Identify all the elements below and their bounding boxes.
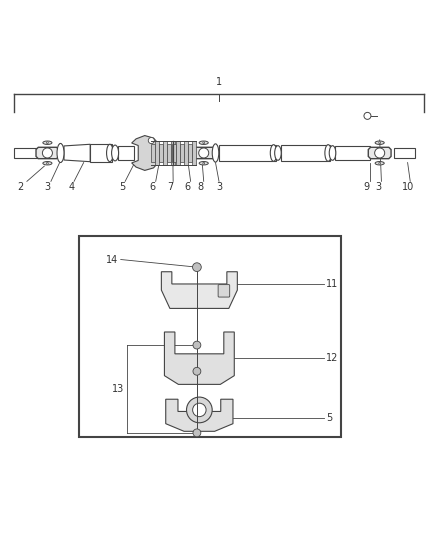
- Circle shape: [203, 163, 205, 164]
- Text: 3: 3: [376, 182, 382, 192]
- Bar: [176, 141, 180, 165]
- Bar: [90, 144, 112, 161]
- Ellipse shape: [325, 144, 332, 161]
- Text: 14: 14: [106, 255, 118, 264]
- Circle shape: [42, 148, 53, 158]
- Circle shape: [379, 142, 381, 143]
- Text: 3: 3: [216, 182, 223, 192]
- Ellipse shape: [199, 161, 208, 165]
- Circle shape: [193, 403, 206, 417]
- Circle shape: [374, 148, 385, 158]
- Text: 5: 5: [119, 182, 125, 192]
- Bar: [188, 144, 192, 162]
- Text: 9: 9: [364, 182, 370, 192]
- Bar: [155, 141, 159, 165]
- Bar: [335, 146, 370, 160]
- Circle shape: [46, 163, 48, 164]
- Bar: [180, 144, 184, 162]
- Text: 6: 6: [184, 182, 191, 192]
- Polygon shape: [166, 399, 233, 431]
- Ellipse shape: [106, 144, 113, 161]
- Polygon shape: [164, 332, 234, 384]
- Ellipse shape: [112, 145, 119, 161]
- Bar: [118, 146, 134, 160]
- Text: 11: 11: [326, 279, 338, 289]
- Circle shape: [148, 138, 154, 143]
- Bar: [79, 236, 341, 437]
- Bar: [14, 148, 38, 158]
- Ellipse shape: [212, 144, 219, 162]
- Bar: [172, 144, 176, 162]
- Polygon shape: [192, 147, 215, 159]
- Text: 1: 1: [216, 77, 222, 87]
- Text: 8: 8: [198, 182, 204, 192]
- Text: 4: 4: [68, 182, 74, 192]
- Circle shape: [203, 142, 205, 143]
- Circle shape: [364, 112, 371, 119]
- Circle shape: [193, 263, 201, 271]
- FancyBboxPatch shape: [218, 285, 230, 297]
- Bar: [151, 144, 155, 162]
- Ellipse shape: [375, 161, 384, 165]
- Polygon shape: [36, 147, 59, 159]
- Text: 13: 13: [112, 384, 124, 394]
- Ellipse shape: [43, 141, 52, 144]
- Circle shape: [193, 429, 201, 437]
- Ellipse shape: [375, 141, 384, 144]
- Bar: [281, 144, 330, 161]
- Text: 10: 10: [402, 182, 414, 192]
- Circle shape: [193, 341, 201, 349]
- Bar: [159, 144, 163, 162]
- Bar: [192, 141, 196, 165]
- Bar: [394, 148, 416, 158]
- Polygon shape: [368, 147, 391, 159]
- Circle shape: [193, 367, 201, 375]
- Polygon shape: [161, 272, 237, 309]
- Text: 12: 12: [326, 353, 338, 363]
- Text: 7: 7: [167, 182, 173, 192]
- Circle shape: [46, 142, 48, 143]
- Bar: [167, 144, 171, 162]
- Ellipse shape: [270, 144, 277, 161]
- Ellipse shape: [275, 146, 281, 160]
- Ellipse shape: [57, 143, 64, 163]
- Bar: [184, 141, 188, 165]
- Text: 6: 6: [149, 182, 155, 192]
- Ellipse shape: [43, 161, 52, 165]
- Polygon shape: [64, 144, 90, 161]
- Ellipse shape: [329, 146, 336, 160]
- Text: 2: 2: [17, 182, 24, 192]
- Circle shape: [379, 163, 381, 164]
- Bar: [163, 141, 167, 165]
- Circle shape: [187, 397, 212, 423]
- Polygon shape: [132, 135, 160, 171]
- Bar: [219, 144, 276, 161]
- Circle shape: [199, 148, 209, 158]
- Ellipse shape: [199, 141, 208, 144]
- Text: 5: 5: [326, 413, 332, 423]
- Text: 3: 3: [45, 182, 51, 192]
- Bar: [171, 141, 175, 165]
